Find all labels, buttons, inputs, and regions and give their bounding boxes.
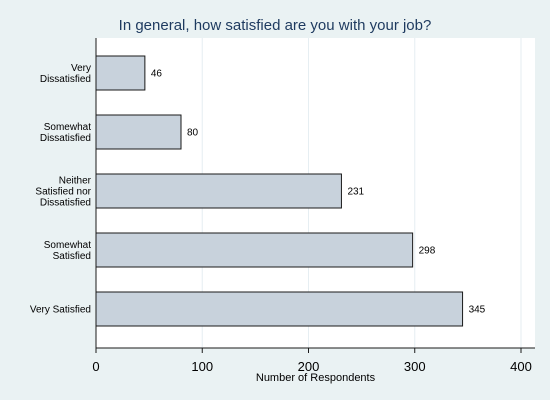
- category-label: Neither Satisfied nor Dissatisfied: [35, 176, 91, 209]
- bars: [95, 55, 464, 327]
- value-label: 345: [469, 305, 486, 316]
- x-tick-label: 0: [92, 359, 99, 374]
- category-labels: Very Dissatisfied Somewhat Dissatisfied Neit…: [30, 63, 92, 316]
- x-tick-label: 300: [404, 359, 426, 374]
- chart-title: In general, how satisfied are you with y…: [119, 17, 432, 34]
- x-tick-label: 100: [191, 359, 213, 374]
- bar: [95, 114, 182, 150]
- x-axis-title: Number of Respondents: [256, 372, 376, 384]
- x-tick-label: 200: [298, 359, 320, 374]
- value-label: 80: [187, 128, 199, 139]
- category-label: Somewhat Satisfied: [44, 240, 91, 262]
- bar: [95, 55, 146, 91]
- x-tick-label: 400: [510, 359, 532, 374]
- category-label: Very Dissatisfied: [40, 63, 91, 85]
- bar: [95, 232, 414, 268]
- value-label: 298: [419, 246, 436, 257]
- value-label: 231: [347, 187, 364, 198]
- bar: [95, 173, 342, 209]
- value-labels: 46 80 231 298 345: [151, 69, 486, 316]
- category-label: Somewhat Dissatisfied: [40, 122, 91, 144]
- value-label: 46: [151, 69, 163, 80]
- x-axis-ticks: 0 100 200 300 400: [92, 348, 532, 374]
- category-label: Very Satisfied: [30, 305, 91, 316]
- bar: [95, 291, 464, 327]
